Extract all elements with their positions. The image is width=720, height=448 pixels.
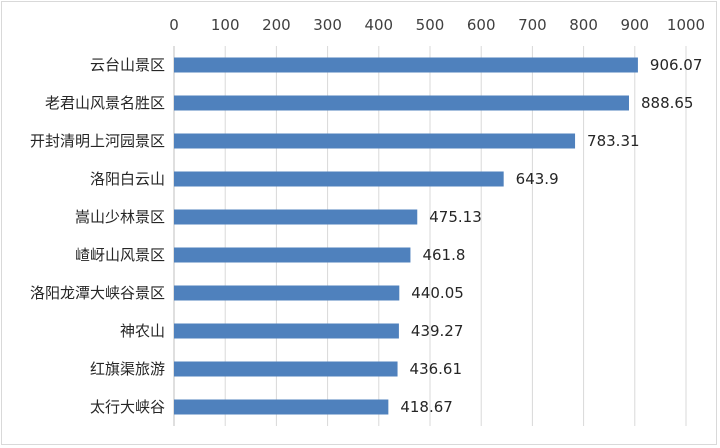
- category-label: 开封清明上河园景区: [30, 132, 165, 150]
- category-label: 嵖岈山风景区: [75, 246, 165, 264]
- data-label: 439.27: [411, 322, 464, 340]
- bar: [174, 209, 418, 225]
- bar: [174, 247, 411, 263]
- bar: [174, 95, 629, 111]
- bar: [174, 323, 399, 339]
- x-axis-ticks: 0 100 200 300 400 500 600 700 800 900 1000: [169, 16, 705, 34]
- data-label: 783.31: [587, 132, 640, 150]
- x-tick-label: 700: [518, 16, 547, 34]
- data-label: 475.13: [429, 208, 482, 226]
- category-label: 嵩山少林景区: [75, 208, 165, 226]
- bar: [174, 171, 504, 187]
- data-label: 436.61: [410, 360, 463, 378]
- category-label: 云台山景区: [90, 56, 165, 74]
- x-tick-label: 1000: [667, 16, 705, 34]
- data-label: 906.07: [650, 56, 703, 74]
- x-tick-label: 100: [211, 16, 240, 34]
- bar: [174, 399, 389, 415]
- bar: [174, 133, 576, 149]
- bar: [174, 361, 398, 377]
- category-labels: 云台山景区老君山风景名胜区开封清明上河园景区洛阳白云山嵩山少林景区嵖岈山风景区洛…: [30, 56, 165, 416]
- bar: [174, 285, 400, 301]
- data-labels: 906.07 888.65 783.31 643.9 475.13 461.8 440.05…: [400, 56, 702, 416]
- x-tick-label: 500: [416, 16, 445, 34]
- x-tick-label: 200: [262, 16, 291, 34]
- bars: [174, 57, 638, 415]
- category-label: 洛阳龙潭大峡谷景区: [30, 284, 165, 302]
- data-label: 461.8: [422, 246, 465, 264]
- category-label: 老君山风景名胜区: [45, 94, 165, 112]
- category-label: 神农山: [120, 322, 165, 340]
- category-label: 洛阳白云山: [90, 170, 165, 188]
- data-label: 888.65: [641, 94, 694, 112]
- data-label: 643.9: [516, 170, 559, 188]
- data-label: 418.67: [400, 398, 453, 416]
- x-tick-label: 400: [364, 16, 393, 34]
- bar: [174, 57, 638, 73]
- x-tick-label: 800: [569, 16, 598, 34]
- x-tick-label: 300: [313, 16, 342, 34]
- x-tick-label: 600: [467, 16, 496, 34]
- x-tick-label: 900: [620, 16, 649, 34]
- x-tick-label: 0: [169, 16, 179, 34]
- data-label: 440.05: [411, 284, 464, 302]
- category-label: 太行大峡谷: [90, 398, 165, 416]
- category-label: 红旗渠旅游: [90, 360, 165, 378]
